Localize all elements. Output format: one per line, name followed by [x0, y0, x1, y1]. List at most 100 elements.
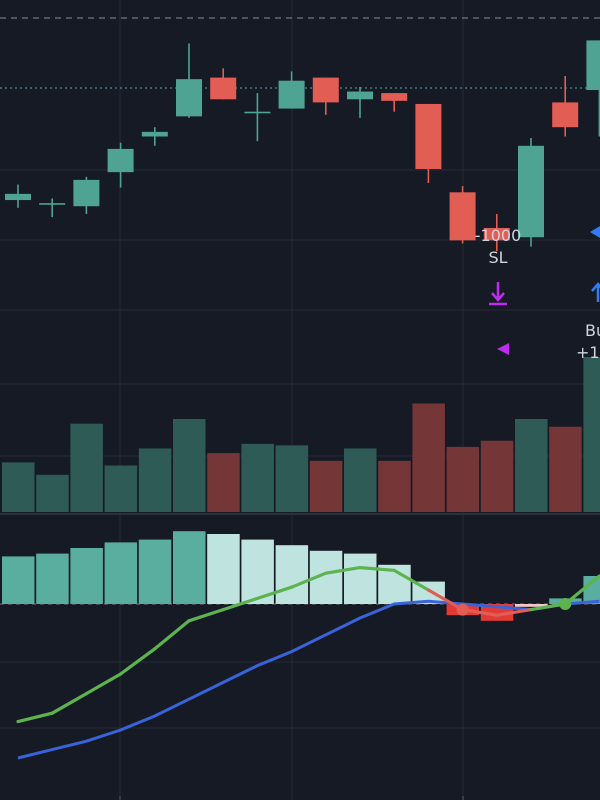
macd-line-segment — [324, 565, 362, 575]
candle-body — [415, 103, 442, 170]
macd-line-segment — [563, 574, 600, 606]
price-pane — [5, 40, 600, 252]
candle-body — [518, 145, 544, 238]
volume-bar — [173, 419, 206, 512]
volume-bar — [104, 465, 138, 512]
macd-histogram-bar — [515, 604, 548, 607]
macd-line-segment — [153, 619, 191, 651]
candle-body — [210, 77, 237, 100]
macd-line-segment — [290, 571, 328, 589]
macd-line-segment — [16, 711, 54, 724]
macd-line-segment — [118, 647, 157, 676]
macd-histogram-bar — [70, 548, 103, 604]
down-arrow-icon — [489, 282, 507, 306]
candle — [347, 86, 373, 118]
macd-histogram-bar — [36, 553, 69, 604]
candle-body — [586, 40, 600, 90]
candle — [39, 198, 66, 218]
signal-line — [17, 599, 600, 760]
volume-bar — [275, 445, 309, 512]
up-arrow-icon — [591, 282, 600, 302]
sell-signal-marker[interactable]: -1000 SL — [475, 226, 522, 355]
candle — [141, 127, 168, 146]
macd-histogram-bar — [2, 556, 35, 604]
candle — [73, 176, 100, 214]
volume-bar — [70, 423, 103, 512]
candle-body — [347, 91, 373, 100]
candle-body — [552, 102, 579, 128]
sell-execution-triangle-icon — [497, 343, 509, 355]
macd-line-segment — [426, 588, 465, 612]
macd-line-segment — [392, 568, 430, 592]
candle — [415, 103, 442, 183]
candle — [449, 186, 476, 244]
buy-order-tag: Bu — [585, 321, 600, 340]
candle — [518, 138, 544, 247]
candle — [107, 142, 134, 188]
volume-bar — [446, 446, 480, 512]
macd-line-segment — [84, 672, 123, 696]
candle-body — [176, 79, 202, 117]
macd-histogram-bar — [207, 534, 240, 604]
candle — [312, 77, 339, 115]
candle — [552, 76, 579, 137]
macd-line-segment — [50, 691, 89, 715]
candle — [210, 68, 237, 100]
volume-bar — [344, 448, 377, 512]
sell-order-tag: SL — [488, 248, 507, 267]
candle-body — [312, 77, 339, 103]
macd-pane — [0, 531, 600, 760]
volume-bar — [412, 403, 445, 512]
candle-body — [73, 179, 100, 207]
volume-pane — [2, 357, 600, 512]
candle-body — [5, 193, 31, 201]
buy-quantity-label: +10 — [576, 343, 600, 362]
candle — [5, 184, 31, 208]
candle — [176, 43, 202, 118]
volume-bar — [207, 453, 240, 512]
candle — [244, 93, 271, 142]
macd-histogram-bar — [138, 539, 172, 604]
macd-histogram-bar — [275, 545, 309, 604]
macd-cross-marker — [559, 598, 572, 610]
candle-body — [244, 111, 271, 114]
volume-bar — [480, 440, 514, 512]
candle-body — [483, 227, 510, 241]
candle — [278, 71, 305, 109]
volume-bar — [2, 462, 35, 512]
volume-bar — [549, 426, 582, 512]
macd-cross-marker — [456, 603, 469, 616]
candle — [586, 40, 600, 137]
candle-body — [39, 203, 66, 205]
candle-body — [107, 148, 134, 173]
volume-bar — [36, 474, 69, 512]
candle — [483, 214, 510, 252]
buy-execution-triangle-icon — [590, 226, 600, 238]
volume-bar — [378, 460, 411, 512]
candle-body — [449, 192, 476, 241]
volume-bar — [309, 460, 343, 512]
macd-histogram-bar — [344, 553, 377, 604]
macd-line-segment — [187, 607, 225, 623]
volume-bar — [583, 357, 600, 512]
candle-body — [278, 80, 305, 109]
candle-body — [141, 131, 168, 137]
candle-body — [381, 93, 408, 101]
sell-quantity-label: -1000 — [475, 226, 522, 245]
volume-bar — [515, 419, 548, 512]
candle — [381, 93, 408, 112]
volume-bar — [138, 448, 172, 512]
macd-line-segment — [221, 596, 259, 612]
macd-histogram-bar — [583, 576, 600, 604]
buy-signal-marker[interactable]: Bu +10 — [576, 226, 600, 362]
macd-line-segment — [495, 607, 533, 617]
macd-histogram-bar — [104, 542, 138, 604]
volume-bar — [241, 443, 274, 512]
macd-histogram-bar — [173, 531, 206, 604]
macd-line-segment — [358, 565, 396, 573]
macd-line-segment — [255, 585, 294, 601]
